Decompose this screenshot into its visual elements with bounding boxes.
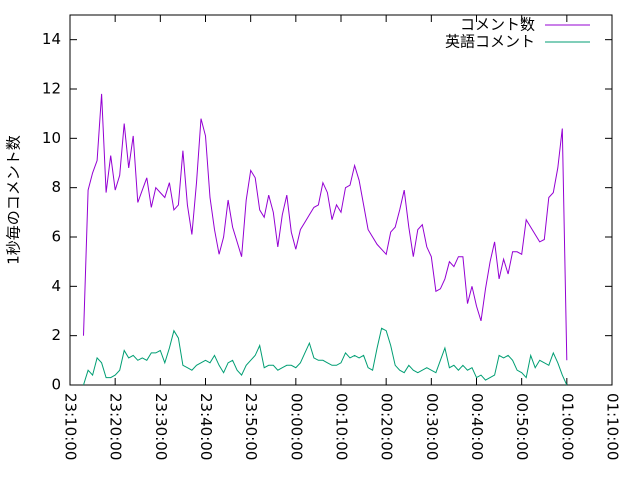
x-tick-label: 23:10:00 — [62, 393, 80, 460]
x-tick-label: 23:20:00 — [107, 393, 125, 460]
y-axis-label: 1秒毎のコメント数 — [5, 135, 23, 265]
x-tick-label: 23:30:00 — [152, 393, 170, 460]
x-tick-label: 00:30:00 — [423, 393, 441, 460]
y-tick-label: 10 — [42, 129, 61, 147]
y-tick-label: 14 — [42, 30, 61, 48]
x-tick-label: 00:10:00 — [333, 393, 351, 460]
x-tick-label: 01:00:00 — [558, 393, 576, 460]
y-tick-label: 4 — [51, 277, 61, 295]
plot-frame — [69, 14, 613, 386]
x-tick-label: 00:00:00 — [287, 393, 305, 460]
y-tick-label: 12 — [42, 80, 61, 98]
x-tick-label: 00:40:00 — [468, 393, 486, 460]
x-tick-label: 00:20:00 — [378, 393, 396, 460]
x-tick-label: 01:10:00 — [604, 393, 622, 460]
y-tick-label: 0 — [51, 376, 61, 394]
legend-label: コメント数 — [460, 16, 535, 34]
y-tick-label: 2 — [51, 326, 61, 344]
x-tick-label: 00:50:00 — [513, 393, 531, 460]
y-tick-label: 8 — [51, 178, 61, 196]
series-line — [83, 327, 568, 386]
y-tick-label: 6 — [51, 228, 61, 246]
x-tick-label: 23:50:00 — [242, 393, 260, 460]
legend-label: 英語コメント — [445, 33, 535, 51]
x-tick-label: 23:40:00 — [197, 393, 215, 460]
series-line — [83, 93, 568, 361]
